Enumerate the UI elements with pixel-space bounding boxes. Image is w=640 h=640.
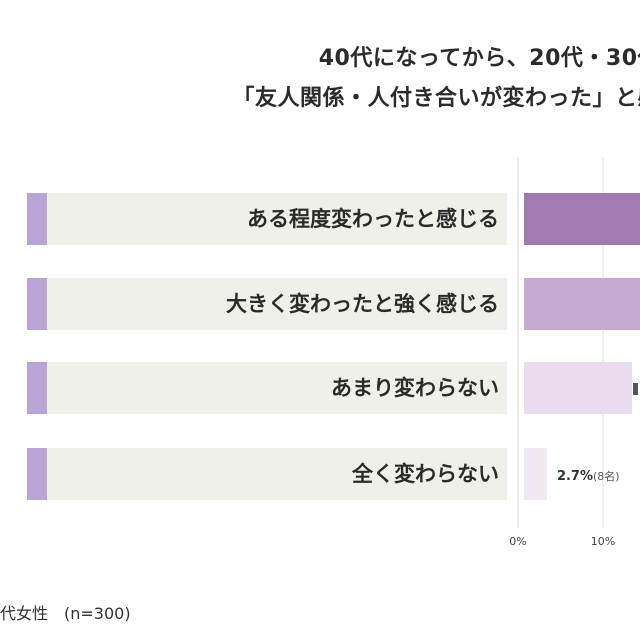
category-row-4: 全く変わらない [27,448,507,500]
category-label: 全く変わらない [352,462,499,486]
x-tick-label: 10% [591,535,615,548]
category-label: 大きく変わったと強く感じる [226,292,499,316]
category-row-3: あまり変わらない [27,362,507,414]
category-row-1: ある程度変わったと感じる [27,193,507,245]
chart-title-line-2: 「友人関係・人付き合いが変わった」と感 [232,86,640,111]
x-tick-label: 0% [509,535,526,548]
data-label-count-4: (8名) [593,469,620,483]
category-row-2: 大きく変わったと強く感じる [27,278,507,330]
bar-4 [524,448,547,500]
chart-title-line-1: 40代になってから、20代・30代 [318,46,640,71]
row-accent-bar [27,278,47,330]
row-accent-bar [27,448,47,500]
data-label-3-fragment [633,383,638,395]
row-accent-bar [27,193,47,245]
category-label: ある程度変わったと感じる [247,207,499,231]
row-accent-bar [27,362,47,414]
category-label: あまり変わらない [331,376,499,400]
data-label-4: 2.7% [557,469,593,484]
sample-size-note: 代女性 (n=300) [0,604,131,623]
bar-1 [524,193,640,245]
bar-2 [524,278,640,330]
bar-3 [524,362,632,414]
